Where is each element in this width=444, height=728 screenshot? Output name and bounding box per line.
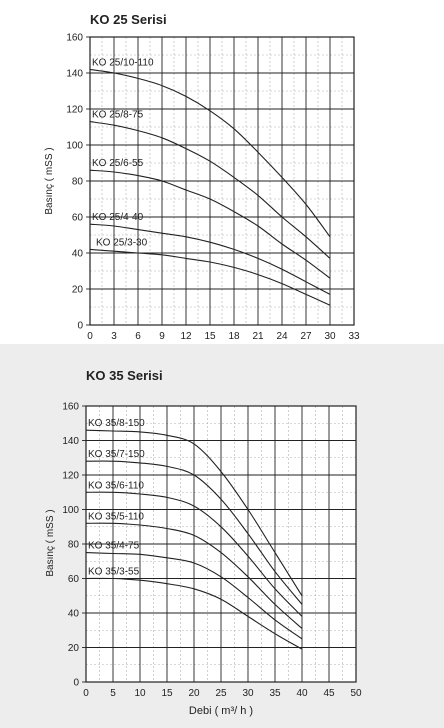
x-tick-label: 21 [252, 331, 264, 342]
series-label: KO 25/8-75 [92, 110, 144, 121]
series-label: KO 35/3-55 [88, 567, 140, 578]
y-tick-label: 160 [62, 402, 79, 413]
series-line [89, 248, 331, 306]
x-tick-label: 6 [135, 331, 141, 342]
x-tick-label: 24 [276, 331, 288, 342]
series-line [89, 121, 331, 259]
series-label: KO 35/4-75 [88, 541, 140, 552]
x-tick-label: 3 [111, 331, 117, 342]
chart-title: KO 35 Serisi [86, 368, 163, 383]
series-label: KO 35/8-150 [88, 418, 145, 429]
y-axis-label: Basınç ( mSS ) [44, 147, 55, 214]
y-tick-label: 140 [62, 436, 79, 447]
plot-frame [89, 36, 355, 326]
y-tick-label: 0 [77, 321, 83, 332]
chart-ko25: 0 3 6 9 12 15 18 21 24 27 30 33 0 20 40 60 80 100 120 140 16… [44, 33, 360, 343]
x-tick-label: 33 [348, 331, 360, 342]
x-tick-label: 12 [180, 331, 192, 342]
series-line [89, 68, 331, 238]
y-tick-label: 60 [72, 213, 84, 224]
x-tick-label: 50 [350, 688, 362, 699]
x-tick-label: 20 [188, 688, 200, 699]
y-tick-label: 120 [62, 471, 79, 482]
y-tick-label: 160 [66, 33, 83, 44]
series-label: KO 35/5-110 [88, 511, 144, 522]
y-tick-label: 60 [68, 574, 80, 585]
series-line [85, 577, 303, 650]
x-tick-label: 5 [110, 688, 116, 699]
chart-panel-ko25: KO 25 Serisi 0 3 6 9 12 15 18 21 24 27 30 33 0 20 40 60… [0, 0, 444, 344]
series-line [85, 460, 303, 605]
x-axis-label: Debi ( m³/ h ) [189, 705, 253, 717]
series-label: KO 25/6-55 [92, 158, 144, 169]
x-tick-label: 18 [228, 331, 240, 342]
series-line [85, 552, 303, 640]
x-tick-label: 27 [300, 331, 312, 342]
y-tick-label: 80 [72, 177, 84, 188]
x-tick-label: 0 [83, 688, 89, 699]
x-tick-label: 0 [87, 331, 93, 342]
x-tick-label: 10 [134, 688, 146, 699]
y-tick-label: 100 [66, 141, 83, 152]
y-axis-label: Basınç ( mSS ) [45, 509, 56, 576]
y-tick-label: 100 [62, 505, 79, 516]
y-tick-label: 120 [66, 105, 83, 116]
x-tick-label: 30 [242, 688, 254, 699]
x-tick-label: 40 [296, 688, 308, 699]
y-tick-label: 40 [68, 609, 80, 620]
x-tick-label: 30 [324, 331, 336, 342]
series-line [85, 429, 303, 597]
chart-title: KO 25 Serisi [90, 12, 167, 27]
y-tick-label: 0 [73, 678, 79, 689]
x-tick-label: 25 [215, 688, 227, 699]
series-label: KO 35/7-150 [88, 449, 145, 460]
y-tick-label: 20 [68, 643, 80, 654]
x-tick-label: 15 [161, 688, 173, 699]
series-line [85, 522, 303, 629]
chart-ko35: 0 5 10 15 20 25 30 35 40 45 50 0 20 40 60 80 100 120 140 16… [45, 402, 362, 718]
series-label: KO 25/3-30 [96, 237, 148, 248]
series-label: KO 25/4-40 [92, 212, 144, 223]
x-tick-label: 9 [159, 331, 165, 342]
y-tick-label: 40 [72, 249, 84, 260]
series-line [85, 491, 303, 617]
y-tick-label: 80 [68, 540, 80, 551]
series-line [89, 169, 331, 279]
chart-panel-ko35: KO 35 Serisi 0 5 10 15 20 25 30 35 40 45 50 0 20 40 60… [0, 344, 444, 728]
plot-frame [85, 405, 357, 683]
y-tick-label: 140 [66, 69, 83, 80]
series-line [89, 223, 331, 295]
x-tick-label: 45 [323, 688, 335, 699]
series-label: KO 25/10-110 [92, 57, 154, 68]
x-tick-label: 35 [269, 688, 281, 699]
x-tick-label: 15 [204, 331, 216, 342]
series-label: KO 35/6-110 [88, 480, 144, 491]
y-tick-label: 20 [72, 285, 84, 296]
